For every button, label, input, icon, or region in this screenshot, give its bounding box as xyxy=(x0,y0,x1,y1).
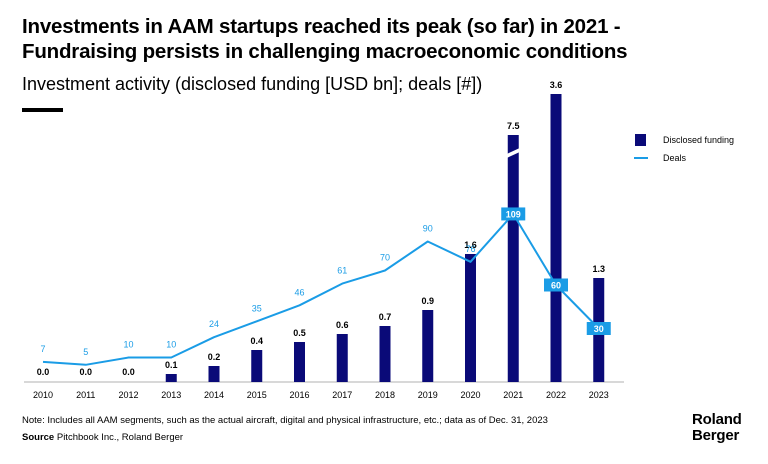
funding-bar xyxy=(294,342,305,382)
deals-value-label: 5 xyxy=(83,347,88,357)
title-line-2: Fundraising persists in challenging macr… xyxy=(22,40,628,63)
legend-bar-swatch xyxy=(635,134,646,146)
funding-value-label: 7.5 xyxy=(507,121,520,131)
funding-value-label: 1.3 xyxy=(592,264,605,274)
x-tick-label: 2014 xyxy=(204,390,224,400)
x-tick-label: 2012 xyxy=(118,390,138,400)
legend-label-funding: Disclosed funding xyxy=(663,135,734,145)
funding-value-label: 0.1 xyxy=(165,360,178,370)
deals-value-label: 109 xyxy=(506,209,521,219)
x-tick-label: 2013 xyxy=(161,390,181,400)
deals-value-label: 24 xyxy=(209,319,219,329)
funding-value-label: 1.6 xyxy=(464,240,477,250)
funding-value-label: 0.6 xyxy=(336,320,349,330)
funding-value-label: 3.6 xyxy=(550,80,563,90)
funding-bar xyxy=(208,366,220,382)
funding-bar xyxy=(465,254,476,382)
funding-value-label: 0.9 xyxy=(421,296,434,306)
title-underline xyxy=(22,108,63,112)
deals-value-label: 60 xyxy=(551,281,561,291)
logo-line-1: Roland xyxy=(692,411,742,428)
funding-value-label: 0.2 xyxy=(208,352,221,362)
deals-value-label: 30 xyxy=(594,324,604,334)
deals-label-box xyxy=(544,278,568,292)
funding-value-label: 0.0 xyxy=(79,367,92,377)
deals-value-label: 90 xyxy=(423,224,433,234)
deals-value-label: 10 xyxy=(123,340,133,350)
deals-label-box xyxy=(586,322,611,335)
source-line: Source Pitchbook Inc., Roland Berger xyxy=(22,432,183,444)
chart-subtitle: Investment activity (disclosed funding [… xyxy=(22,74,483,94)
funding-bar xyxy=(165,374,177,382)
title-line-1: Investments in AAM startups reached its … xyxy=(22,15,621,38)
x-tick-label: 2020 xyxy=(460,390,480,400)
funding-value-label: 0.5 xyxy=(293,328,306,338)
funding-value-label: 0.4 xyxy=(250,336,263,346)
source-label: Source xyxy=(22,432,55,443)
deals-label-box xyxy=(501,207,526,221)
funding-value-label: 0.0 xyxy=(37,367,50,377)
axis-break-mark xyxy=(506,148,520,158)
funding-bar xyxy=(251,350,263,382)
funding-value-label: 0.0 xyxy=(122,367,135,377)
funding-value-label: 0.7 xyxy=(379,312,392,322)
deals-value-label: 35 xyxy=(252,303,262,313)
funding-bar xyxy=(336,334,348,382)
x-tick-label: 2018 xyxy=(375,390,395,400)
deals-value-label: 46 xyxy=(294,287,304,297)
deals-value-label: 10 xyxy=(166,340,176,350)
deals-value-label: 76 xyxy=(465,244,475,254)
funding-bar xyxy=(422,310,434,382)
deals-value-label: 70 xyxy=(380,253,390,263)
x-tick-label: 2023 xyxy=(589,390,609,400)
x-tick-label: 2011 xyxy=(76,390,95,400)
roland-berger-logo: Roland Berger xyxy=(692,412,742,444)
x-tick-label: 2015 xyxy=(247,390,267,400)
x-tick-label: 2016 xyxy=(289,390,309,400)
footnote: Note: Includes all AAM segments, such as… xyxy=(22,415,548,426)
x-tick-label: 2010 xyxy=(33,390,53,400)
funding-bar xyxy=(550,94,562,382)
x-tick-label: 2022 xyxy=(546,390,566,400)
deals-line xyxy=(42,213,600,366)
source-text: Pitchbook Inc., Roland Berger xyxy=(56,432,184,443)
logo-line-2: Berger xyxy=(692,427,740,444)
x-tick-label: 2021 xyxy=(503,390,523,400)
x-tick-label: 2017 xyxy=(332,390,352,400)
deals-value-label: 61 xyxy=(337,266,347,276)
funding-bar xyxy=(379,326,391,382)
funding-bar xyxy=(507,135,519,382)
deals-value-label: 7 xyxy=(40,344,45,354)
legend-label-deals: Deals xyxy=(663,153,687,163)
chart-title: Investments in AAM startups reached its … xyxy=(22,14,752,64)
x-tick-label: 2019 xyxy=(418,390,438,400)
